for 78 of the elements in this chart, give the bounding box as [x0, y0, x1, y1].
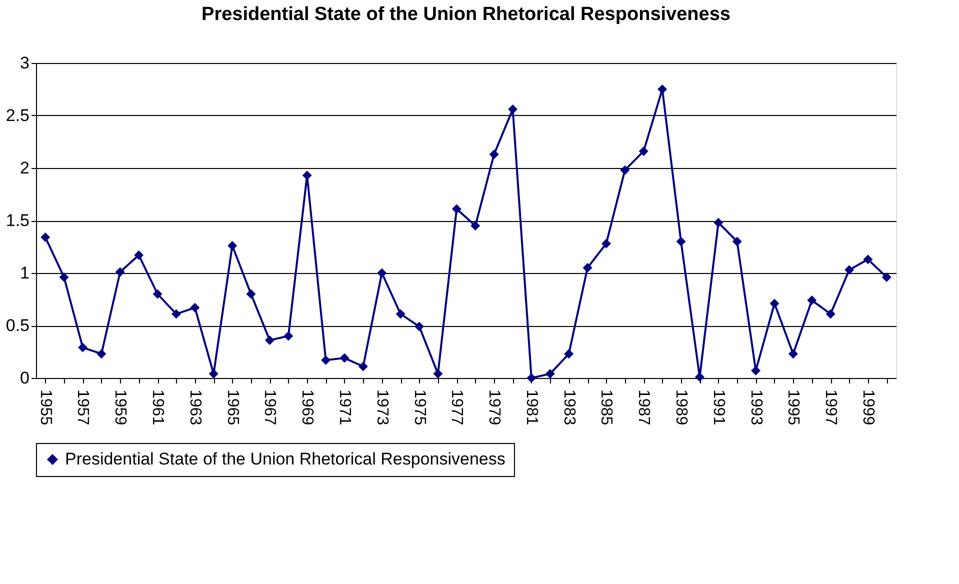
point [526, 373, 536, 383]
point [78, 342, 88, 352]
point [788, 349, 798, 359]
point [638, 146, 648, 156]
point [658, 84, 668, 94]
point [171, 309, 181, 319]
y-tick-label: 0.5 [6, 316, 30, 335]
x-tick-label: 1985 [598, 390, 615, 426]
x-tick-label: 1997 [822, 390, 840, 426]
point [358, 362, 368, 372]
point [732, 236, 742, 246]
point [863, 254, 873, 264]
point [751, 366, 761, 376]
point [601, 238, 611, 248]
x-tick-label: 1955 [36, 390, 54, 426]
point [59, 272, 69, 282]
x-tick-label: 1971 [336, 390, 353, 426]
point [321, 355, 331, 365]
point [770, 298, 780, 308]
point [284, 331, 294, 341]
x-tick-label: 1991 [710, 390, 727, 426]
point [470, 221, 480, 230]
point [452, 204, 462, 214]
point [190, 302, 200, 312]
point [620, 165, 630, 175]
legend-label: Presidential State of the Union Rhetorical Responsiveness [65, 450, 506, 468]
point [377, 268, 387, 278]
point [414, 322, 424, 332]
x-tick-label: 1979 [486, 390, 503, 426]
x-tick-label: 1969 [298, 390, 316, 426]
y-tick-label: 0 [20, 368, 30, 388]
point [228, 240, 238, 250]
point [208, 369, 218, 379]
x-tick-label: 1977 [448, 390, 466, 426]
point [489, 150, 499, 160]
point [40, 232, 50, 242]
point [564, 349, 574, 359]
x-tick-label: 1989 [672, 390, 690, 426]
x-tick-label: 1961 [149, 390, 166, 426]
point [545, 369, 555, 379]
x-tick-label: 1993 [747, 390, 764, 426]
point [694, 372, 704, 382]
x-tick-label: 1967 [261, 390, 278, 426]
x-tick-label: 1999 [859, 390, 876, 426]
point [396, 309, 406, 319]
point [134, 250, 144, 260]
x-tick-label: 1973 [373, 390, 390, 426]
y-tick-label: 1 [20, 264, 30, 282]
point [433, 369, 443, 379]
y-tick-label: 2.5 [6, 106, 30, 125]
point [882, 272, 892, 282]
point [302, 170, 312, 180]
y-tick-label: 3 [20, 54, 30, 72]
point [807, 296, 817, 306]
point [826, 309, 836, 319]
x-tick-label: 1975 [410, 390, 428, 426]
chart-title: Presidential State of the Union Rhetorical Responsiveness [202, 4, 730, 25]
point [582, 263, 592, 272]
point [676, 236, 686, 246]
point [246, 289, 256, 299]
x-tick-label: 1963 [186, 390, 204, 426]
point [340, 353, 350, 363]
point [115, 267, 125, 277]
x-tick-label: 1995 [784, 390, 802, 426]
x-tick-label: 1981 [522, 390, 540, 426]
point [844, 265, 854, 275]
point [96, 349, 106, 359]
x-tick-label: 1957 [74, 390, 92, 426]
x-tick-label: 1987 [635, 390, 652, 426]
x-tick-label: 1983 [560, 390, 578, 426]
y-tick-label: 2 [20, 158, 30, 178]
x-tick-label: 1959 [112, 390, 129, 426]
point [714, 218, 724, 228]
y-tick-label: 1.5 [6, 211, 30, 230]
x-tick-label: 1965 [224, 390, 241, 426]
point [508, 104, 518, 114]
point [264, 335, 274, 345]
point [152, 289, 162, 299]
